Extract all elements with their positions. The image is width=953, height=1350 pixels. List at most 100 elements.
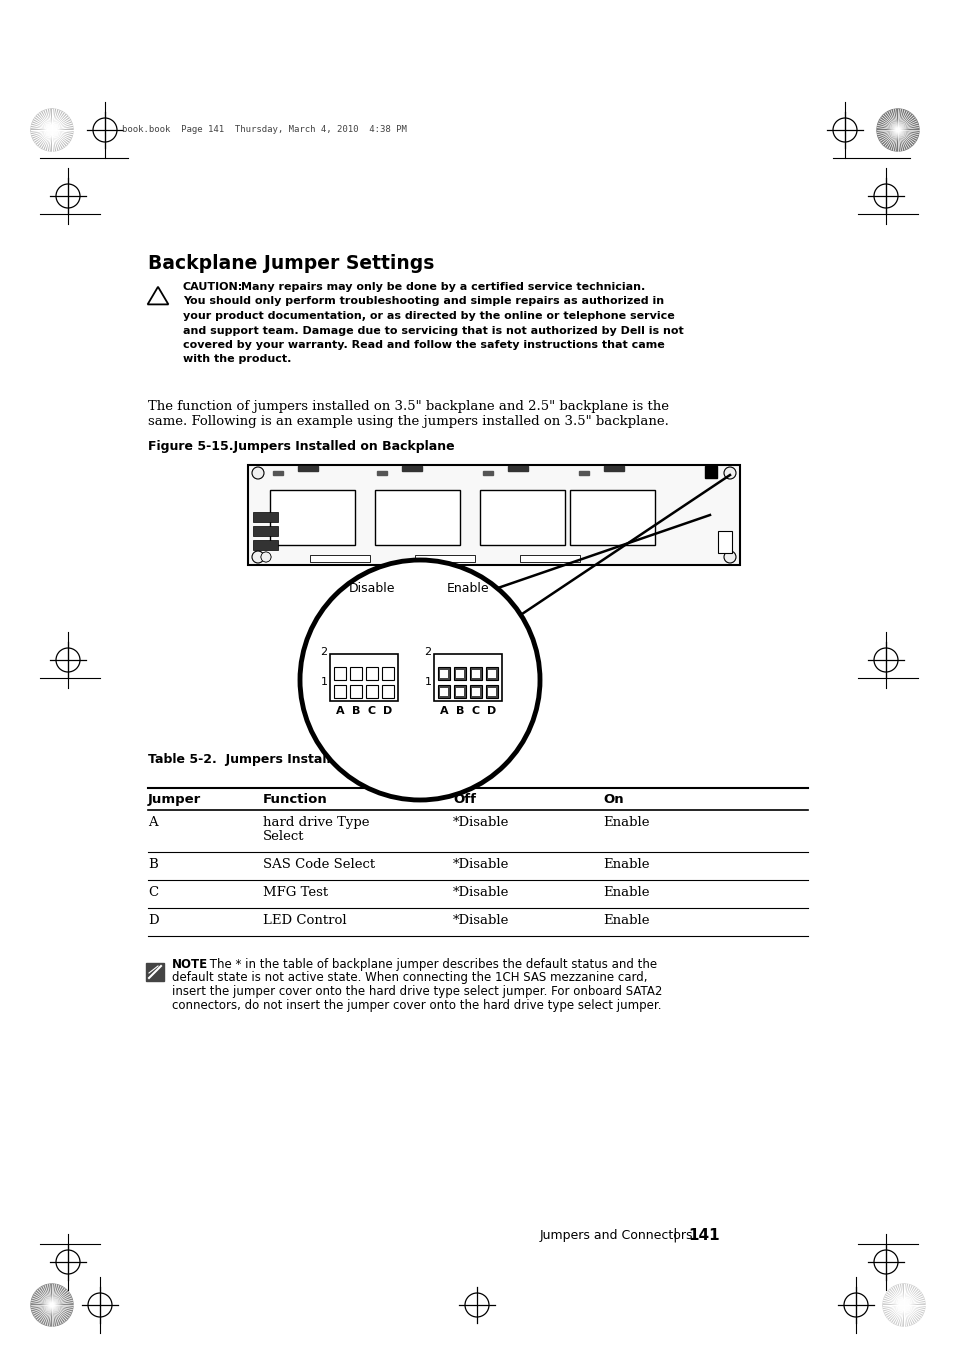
Bar xyxy=(479,490,564,545)
Text: |: | xyxy=(671,1227,676,1242)
Text: D: D xyxy=(487,706,497,716)
Circle shape xyxy=(299,560,539,801)
Bar xyxy=(334,684,346,698)
Bar xyxy=(718,531,731,554)
Bar xyxy=(569,490,655,545)
Bar xyxy=(334,667,346,680)
Circle shape xyxy=(261,552,271,562)
Bar xyxy=(381,684,394,698)
Text: insert the jumper cover onto the hard drive type select jumper. For onboard SATA: insert the jumper cover onto the hard dr… xyxy=(172,986,661,998)
Text: Enable: Enable xyxy=(602,815,649,829)
Text: Disable: Disable xyxy=(349,582,395,595)
Bar xyxy=(482,471,493,475)
Bar xyxy=(470,667,481,680)
Bar xyxy=(437,684,450,698)
Bar xyxy=(488,688,496,697)
Bar xyxy=(507,466,527,471)
Text: B: B xyxy=(456,706,464,716)
Bar xyxy=(415,555,475,562)
Text: You should only perform troubleshooting and simple repairs as authorized in: You should only perform troubleshooting … xyxy=(183,297,663,306)
Text: C: C xyxy=(148,886,158,899)
Text: same. Following is an example using the jumpers installed on 3.5" backplane.: same. Following is an example using the … xyxy=(148,414,668,428)
Bar xyxy=(439,670,448,678)
Text: D: D xyxy=(148,914,158,927)
Circle shape xyxy=(261,552,271,562)
Text: *Disable: *Disable xyxy=(453,886,509,899)
Text: NOTE: NOTE xyxy=(172,958,208,971)
Bar xyxy=(485,684,497,698)
Bar xyxy=(704,466,717,478)
Bar xyxy=(366,684,377,698)
Bar xyxy=(456,670,463,678)
Text: book.book  Page 141  Thursday, March 4, 2010  4:38 PM: book.book Page 141 Thursday, March 4, 20… xyxy=(122,126,406,135)
Bar xyxy=(454,684,465,698)
Bar xyxy=(350,667,361,680)
Text: Off: Off xyxy=(453,792,476,806)
Text: your product documentation, or as directed by the online or telephone service: your product documentation, or as direct… xyxy=(183,310,674,321)
Bar xyxy=(253,526,277,536)
Bar xyxy=(470,684,481,698)
Text: *Disable: *Disable xyxy=(453,815,509,829)
Circle shape xyxy=(30,1284,73,1326)
Text: Jumpers Installed on Backplane: Jumpers Installed on Backplane xyxy=(208,753,446,765)
Text: A: A xyxy=(439,706,448,716)
Text: MFG Test: MFG Test xyxy=(263,886,328,899)
Text: 2: 2 xyxy=(424,647,431,657)
Text: with the product.: with the product. xyxy=(183,355,291,364)
Text: *Disable: *Disable xyxy=(453,914,509,927)
Text: covered by your warranty. Read and follow the safety instructions that came: covered by your warranty. Read and follo… xyxy=(183,340,664,350)
Bar xyxy=(253,512,277,522)
Text: : The * in the table of backplane jumper describes the default status and the: : The * in the table of backplane jumper… xyxy=(202,958,657,971)
Bar xyxy=(330,653,397,701)
Text: Function: Function xyxy=(263,792,328,806)
Bar xyxy=(439,688,448,697)
Text: Enable: Enable xyxy=(602,886,649,899)
Text: C: C xyxy=(368,706,375,716)
Text: C: C xyxy=(472,706,479,716)
Bar xyxy=(519,555,579,562)
Text: CAUTION:: CAUTION: xyxy=(183,282,243,292)
Bar xyxy=(578,471,588,475)
Text: B: B xyxy=(352,706,360,716)
Text: SAS Code Select: SAS Code Select xyxy=(263,859,375,871)
Text: default state is not active state. When connecting the 1CH SAS mezzanine card,: default state is not active state. When … xyxy=(172,972,647,984)
Bar xyxy=(146,963,164,981)
Text: Jumper: Jumper xyxy=(148,792,201,806)
Text: Jumpers Installed on Backplane: Jumpers Installed on Backplane xyxy=(215,440,455,454)
Text: Select: Select xyxy=(263,830,304,842)
Text: Backplane Jumper Settings: Backplane Jumper Settings xyxy=(148,254,434,273)
Text: A: A xyxy=(148,815,157,829)
Circle shape xyxy=(723,467,735,479)
Bar xyxy=(454,667,465,680)
Text: Figure 5-15.: Figure 5-15. xyxy=(148,440,233,454)
Text: B: B xyxy=(148,859,157,871)
Text: 1: 1 xyxy=(320,676,327,687)
Bar xyxy=(472,670,479,678)
Bar xyxy=(485,667,497,680)
Bar xyxy=(376,471,387,475)
Bar xyxy=(248,464,740,566)
Text: 2: 2 xyxy=(320,647,327,657)
Bar xyxy=(366,667,377,680)
Bar xyxy=(253,540,277,549)
Bar xyxy=(472,688,479,697)
Text: and support team. Damage due to servicing that is not authorized by Dell is not: and support team. Damage due to servicin… xyxy=(183,325,683,336)
Bar xyxy=(401,466,421,471)
Text: connectors, do not insert the jumper cover onto the hard drive type select jumpe: connectors, do not insert the jumper cov… xyxy=(172,999,660,1011)
Text: Enable: Enable xyxy=(602,859,649,871)
Text: A: A xyxy=(335,706,344,716)
Circle shape xyxy=(30,109,73,151)
Text: Table 5-2.: Table 5-2. xyxy=(148,753,216,765)
Bar xyxy=(437,667,450,680)
Circle shape xyxy=(252,551,264,563)
Text: Jumpers and Connectors: Jumpers and Connectors xyxy=(539,1228,693,1242)
Text: On: On xyxy=(602,792,623,806)
Bar xyxy=(434,653,501,701)
Bar xyxy=(603,466,623,471)
Bar xyxy=(488,670,496,678)
Text: Enable: Enable xyxy=(446,582,489,595)
Text: *Disable: *Disable xyxy=(453,859,509,871)
Text: Many repairs may only be done by a certified service technician.: Many repairs may only be done by a certi… xyxy=(241,282,644,292)
Text: 141: 141 xyxy=(687,1227,719,1242)
Text: The function of jumpers installed on 3.5" backplane and 2.5" backplane is the: The function of jumpers installed on 3.5… xyxy=(148,400,668,413)
